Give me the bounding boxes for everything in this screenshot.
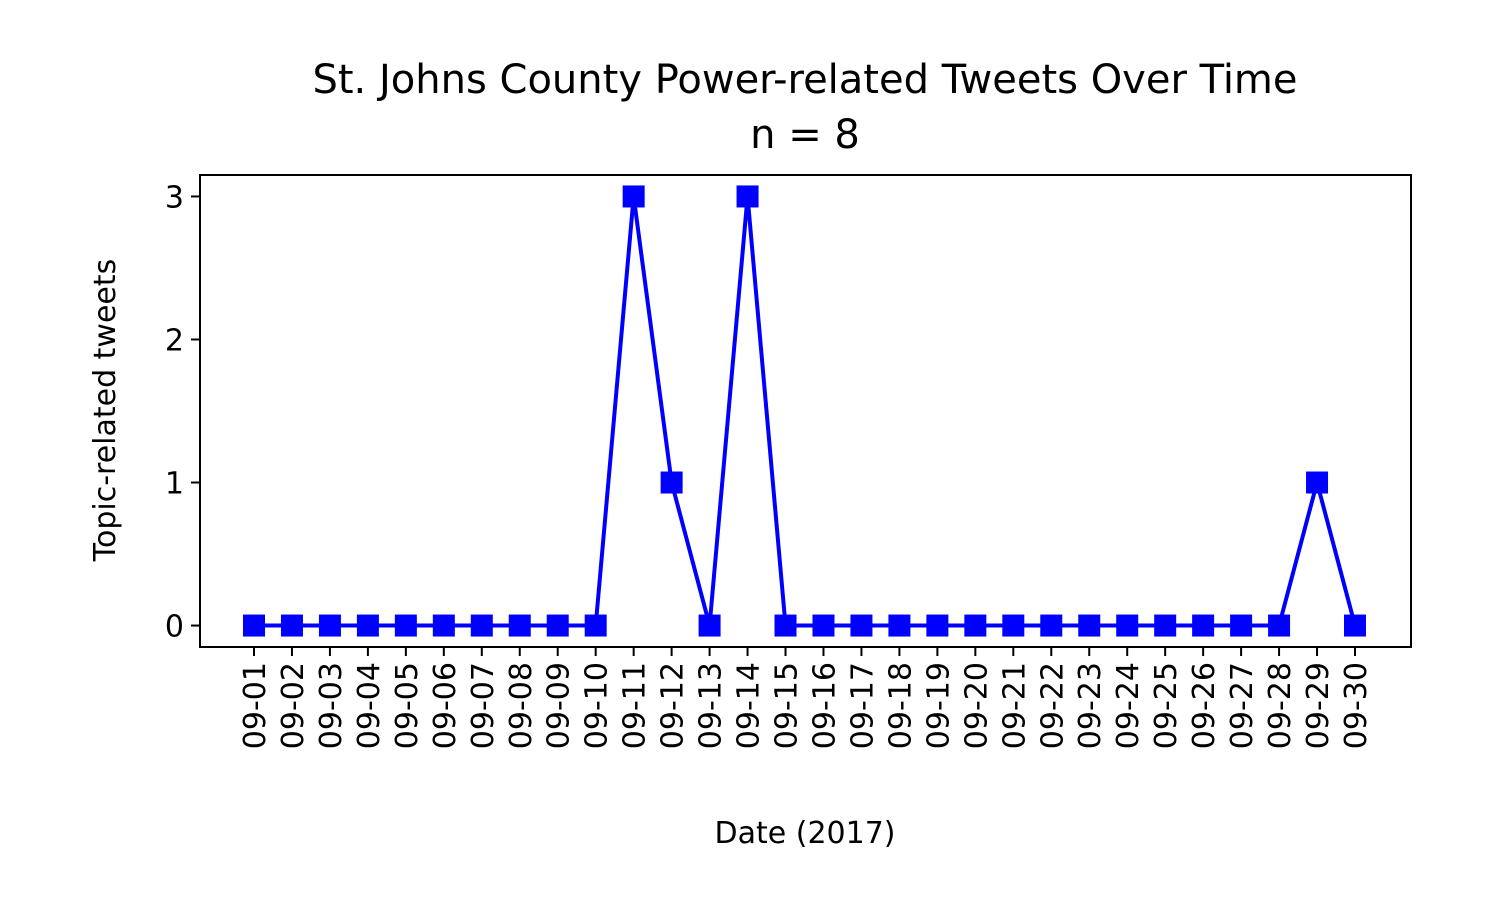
x-tick-label: 09-02 <box>276 662 311 749</box>
x-tick-label: 09-12 <box>656 662 691 749</box>
data-point <box>1306 471 1329 494</box>
y-tick-label: 3 <box>165 180 184 215</box>
data-point <box>1344 614 1366 637</box>
x-tick-label: 09-23 <box>1073 662 1108 749</box>
x-tick-label: 09-27 <box>1225 662 1260 749</box>
y-tick-label: 0 <box>165 610 184 645</box>
data-point <box>812 614 835 637</box>
data-point <box>470 614 493 637</box>
data-point <box>1268 614 1291 637</box>
x-axis-label: Date (2017) <box>715 816 896 851</box>
x-tick-label: 09-30 <box>1339 662 1374 749</box>
data-point <box>850 614 873 637</box>
data-point <box>926 614 949 637</box>
data-point <box>356 614 379 637</box>
chart-title: St. Johns County Power-related Tweets Ov… <box>312 57 1297 103</box>
x-tick-label: 09-22 <box>1035 662 1070 749</box>
data-point <box>1002 614 1025 637</box>
y-tick-label: 2 <box>165 323 184 358</box>
x-tick-label: 09-10 <box>580 662 615 749</box>
x-tick-label: 09-18 <box>883 662 918 749</box>
data-point <box>584 614 607 637</box>
x-tick-label: 09-14 <box>732 662 767 749</box>
x-tick-label: 09-20 <box>959 662 994 749</box>
data-point <box>1192 614 1215 637</box>
y-axis-label: Topic-related tweets <box>88 259 123 563</box>
x-tick-label: 09-01 <box>238 662 273 749</box>
x-tick-label: 09-04 <box>352 662 387 749</box>
data-point <box>546 614 569 637</box>
x-tick-label: 09-17 <box>845 662 880 749</box>
data-point <box>660 471 683 494</box>
data-point <box>280 614 303 637</box>
x-tick-label: 09-29 <box>1301 662 1336 749</box>
data-point <box>243 614 265 637</box>
x-tick-label: 09-26 <box>1187 662 1222 749</box>
x-tick-label: 09-19 <box>921 662 956 749</box>
chart-subtitle: n = 8 <box>750 112 860 158</box>
data-point <box>508 614 531 637</box>
x-tick-label: 09-24 <box>1111 662 1146 749</box>
x-tick-label: 09-11 <box>618 662 653 749</box>
x-tick-label: 09-15 <box>770 662 805 749</box>
data-point <box>432 614 455 637</box>
data-point <box>318 614 341 637</box>
data-point <box>698 614 721 637</box>
x-tick-label: 09-09 <box>542 662 577 749</box>
data-point <box>1154 614 1177 637</box>
data-point <box>1040 614 1063 637</box>
data-point <box>1078 614 1101 637</box>
y-tick-label: 1 <box>165 467 184 502</box>
x-tick-label: 09-03 <box>314 662 349 749</box>
data-point <box>394 614 417 637</box>
data-point <box>1230 614 1253 637</box>
x-tick-label: 09-16 <box>807 662 842 749</box>
data-point <box>622 185 645 208</box>
x-tick-label: 09-13 <box>694 662 729 749</box>
x-tick-label: 09-21 <box>997 662 1032 749</box>
x-tick-label: 09-28 <box>1263 662 1298 749</box>
x-tick-label: 09-07 <box>466 662 501 749</box>
data-point <box>888 614 911 637</box>
data-point <box>1116 614 1139 637</box>
x-tick-label: 09-08 <box>504 662 539 749</box>
data-point <box>964 614 987 637</box>
plot-frame <box>199 174 1412 648</box>
series-line <box>254 196 1357 628</box>
x-tick-label: 09-05 <box>390 662 425 749</box>
data-point <box>736 185 759 208</box>
data-point <box>774 614 797 637</box>
x-tick-label: 09-25 <box>1149 662 1184 749</box>
x-tick-label: 09-06 <box>428 662 463 749</box>
